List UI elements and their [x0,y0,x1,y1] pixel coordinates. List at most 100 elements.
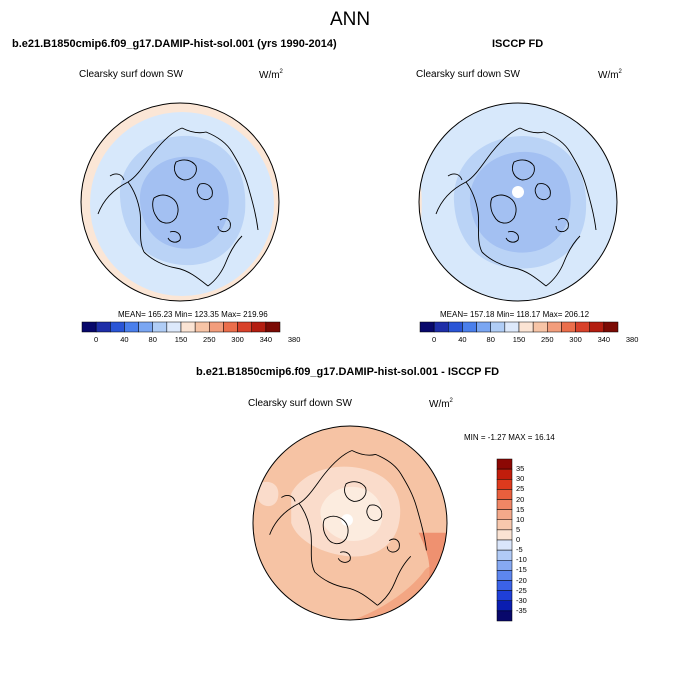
colorbar-swatch [496,529,513,541]
colorbar-swatch [496,549,513,561]
map-border-diff [252,425,448,621]
colorbar-swatch [496,590,513,601]
panel-title-diff: b.e21.B1850cmip6.f09_g17.DAMIP-hist-sol.… [196,366,500,378]
colorbar-swatch [496,519,513,531]
colorbar-swatch [110,321,125,333]
colorbar-tick-label: 150 [174,335,188,344]
colorbar-swatch [95,321,111,333]
colorbar-swatch [180,321,196,333]
colorbar-swatch [124,321,139,333]
map-fill-pale [320,486,383,542]
units-label-model: W/m2 [259,69,283,81]
map-fill-light-west [257,481,279,507]
stats-diff: MIN = -1.27 MAX = 16.14 [464,433,555,442]
units-label-diff: W/m2 [429,398,453,410]
colorbar-swatch [496,509,513,520]
colorbar-swatch [462,321,477,333]
colorbar-tick-label: 0 [94,335,99,344]
colorbar-tick-label: 150 [512,335,526,344]
colorbar-swatch [496,560,513,571]
units-label-obs: W/m2 [598,69,622,81]
colorbar-tick-label: 300 [569,335,582,344]
colorbar-swatch [490,321,506,333]
colorbar-tick-label: 35 [516,464,525,474]
colorbar-tick-label: -25 [516,585,527,595]
colorbar-tick-label: 40 [120,335,129,344]
coastline-obs [435,127,597,287]
colorbar-swatch [589,321,605,333]
colorbar-tick-label: -15 [516,565,527,575]
map-border-obs [418,102,618,302]
colorbar-swatch [194,321,210,333]
colorbar-swatch [476,321,491,333]
colorbar-swatch [448,321,463,333]
colorbar-swatch [433,321,449,333]
colorbar-swatch [532,321,548,333]
colorbar-tick-label: 250 [541,335,554,344]
colorbar-tick-label: 340 [259,335,273,344]
colorbar-tick-label: 340 [597,335,611,344]
variable-label-obs: Clearsky surf down SW [416,69,520,80]
colorbar-swatch [575,321,590,333]
colorbar-tick-label: 80 [148,335,157,344]
colorbar-tick-label: 40 [458,335,467,344]
map-fill-dark [139,156,229,249]
colorbar-tick-label: 300 [231,335,244,344]
colorbar-swatch [496,580,513,591]
colorbar-tick-label: 10 [516,514,525,524]
colorbar-swatch [496,610,513,622]
map-fill-warm [419,172,422,242]
colorbar-swatch [166,321,182,333]
colorbar-swatch [496,479,513,490]
colorbar-swatch [496,489,513,500]
stats-model: MEAN= 165.23 Min= 123.35 Max= 219.96 [118,310,268,319]
colorbar-swatch [152,321,168,333]
colorbar-tick-label: -10 [516,555,527,565]
colorbar-tick-label: 380 [287,335,301,344]
colorbar-tick-label: -20 [516,575,527,585]
colorbar-swatch [265,321,281,333]
colorbar-swatch [504,321,520,333]
main-title: ANN [329,9,371,30]
colorbar-tick-label: 80 [486,335,495,344]
colorbar-swatch [251,321,267,333]
polar-map-diff [252,425,448,621]
colorbar-swatch [138,321,153,333]
colorbar-tick-label: 380 [625,335,639,344]
colorbar-tick-label: 25 [516,484,525,494]
map-border-model [80,102,280,302]
stats-obs: MEAN= 157.18 Min= 118.17 Max= 206.12 [440,310,590,319]
colorbar-tick-label: 250 [203,335,216,344]
colorbar-swatch [547,321,562,333]
panel-title-model: b.e21.B1850cmip6.f09_g17.DAMIP-hist-sol.… [12,38,337,50]
colorbar-swatch [223,321,238,333]
map-fill-dark [469,151,571,253]
colorbar-swatch [237,321,252,333]
polar-map-obs [418,102,618,302]
colorbar-swatch [496,600,513,612]
colorbar-tick-label: -5 [516,545,523,555]
colorbar-swatch [496,539,513,551]
colorbar-tick-label: -35 [516,605,527,615]
colorbar-tick-label: 15 [516,504,525,514]
variable-label-model: Clearsky surf down SW [79,69,183,80]
colorbar-tick-label: 30 [516,474,525,484]
missing-data-pole [512,186,524,198]
colorbar-swatch [419,321,435,333]
colorbar-swatch [209,321,224,333]
colorbar-swatch [603,321,619,333]
colorbar-tick-label: 20 [516,494,525,504]
missing-data-pole [341,514,353,526]
panel-title-obs: ISCCP FD [492,38,544,50]
colorbar-model [81,321,281,333]
colorbar-swatch [561,321,576,333]
colorbar-swatch [518,321,534,333]
colorbar-tick-label: 0 [516,535,521,544]
coastline-model [97,127,259,287]
colorbar-tick-label: 5 [516,524,521,534]
colorbar-tick-label: -30 [516,595,527,605]
colorbar-swatch [496,458,513,470]
colorbar-swatch [81,321,97,333]
coastline-diff [269,450,427,606]
colorbar-swatch [496,499,513,510]
